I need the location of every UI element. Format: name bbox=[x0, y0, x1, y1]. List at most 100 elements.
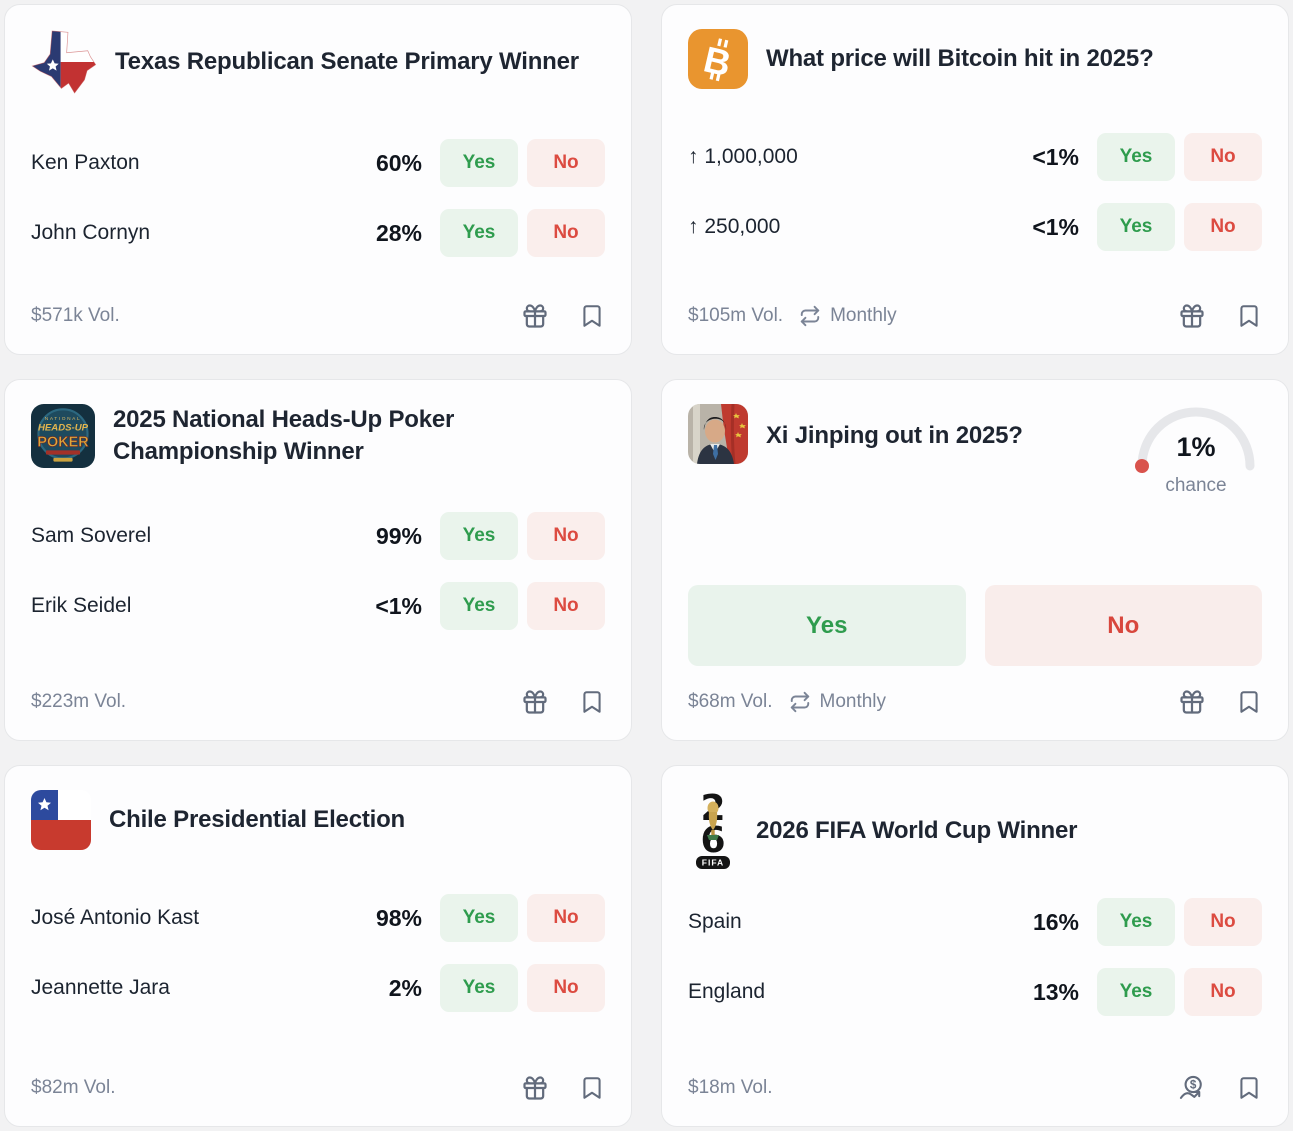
card-footer: $105m Vol. Monthly bbox=[688, 302, 1262, 330]
poker-logo-icon: NATIONAL HEADS-UP POKER bbox=[31, 404, 95, 468]
outcome-name: Erik Seidel bbox=[31, 594, 132, 617]
outcome-chance: 99% bbox=[375, 522, 422, 549]
card-header: Texas Republican Senate Primary Winner bbox=[31, 29, 605, 95]
outcome-row: Sam Soverel 99% Yes No bbox=[31, 512, 605, 560]
yes-button[interactable]: Yes bbox=[1097, 203, 1175, 251]
outcome-name: ↑ 1,000,000 bbox=[688, 145, 798, 168]
no-button[interactable]: No bbox=[527, 582, 605, 630]
outcome-name: John Cornyn bbox=[31, 221, 151, 244]
outcome-name: Jeannette Jara bbox=[31, 976, 170, 999]
frequency-badge: Monthly bbox=[789, 691, 887, 713]
earnings-button[interactable]: $ bbox=[1178, 1074, 1206, 1102]
outcome-row: ↑ 250,000 <1% Yes No bbox=[688, 203, 1262, 251]
yes-button[interactable]: Yes bbox=[440, 582, 518, 630]
outcome-row: Jeannette Jara 2% Yes No bbox=[31, 964, 605, 1012]
svg-text:HEADS-UP: HEADS-UP bbox=[38, 423, 89, 434]
bookmark-button[interactable] bbox=[1236, 689, 1262, 715]
market-card-bitcoin[interactable]: B What price will Bitcoin hit in 2025? ↑… bbox=[661, 4, 1289, 355]
no-button[interactable]: No bbox=[1184, 898, 1262, 946]
earnings-icon: $ bbox=[1179, 1075, 1202, 1099]
yes-button[interactable]: Yes bbox=[440, 964, 518, 1012]
yes-button[interactable]: Yes bbox=[1097, 898, 1175, 946]
market-card-chile[interactable]: Chile Presidential Election José Antonio… bbox=[4, 765, 632, 1127]
bookmark-button[interactable] bbox=[579, 1075, 605, 1101]
card-header: Chile Presidential Election bbox=[31, 790, 605, 850]
bookmark-button[interactable] bbox=[579, 689, 605, 715]
chile-flag-icon bbox=[31, 790, 91, 850]
yes-button[interactable]: Yes bbox=[440, 512, 518, 560]
outcome-list: Sam Soverel 99% Yes No Erik Seidel <1% Y… bbox=[31, 512, 605, 630]
market-card-xi-jinping[interactable]: Xi Jinping out in 2025? 1% chance Yes No… bbox=[661, 379, 1289, 741]
svg-text:$: $ bbox=[1190, 1079, 1197, 1092]
gift-icon bbox=[1180, 304, 1204, 328]
gift-button[interactable] bbox=[521, 688, 549, 716]
market-title: What price will Bitcoin hit in 2025? bbox=[766, 45, 1154, 73]
no-button[interactable]: No bbox=[1184, 203, 1262, 251]
chance-gauge: 1% chance bbox=[1130, 404, 1262, 497]
no-button[interactable]: No bbox=[1184, 968, 1262, 1016]
chance-value: 1% bbox=[1176, 432, 1216, 462]
outcome-chance: <1% bbox=[375, 592, 422, 619]
gift-icon bbox=[1180, 690, 1204, 714]
card-header: 2 6 FIFA 2026 FIFA World Cup Winner bbox=[688, 790, 1262, 872]
yes-button[interactable]: Yes bbox=[1097, 133, 1175, 181]
gift-button[interactable] bbox=[1178, 302, 1206, 330]
card-header: NATIONAL HEADS-UP POKER 2025 National He… bbox=[31, 404, 605, 468]
market-title: 2025 National Heads-Up Poker Championshi… bbox=[113, 406, 455, 465]
outcome-chance: 2% bbox=[388, 974, 422, 1001]
bookmark-button[interactable] bbox=[579, 303, 605, 329]
volume-label: $571k Vol. bbox=[31, 305, 120, 326]
gift-icon bbox=[523, 304, 547, 328]
outcome-row: José Antonio Kast 98% Yes No bbox=[31, 894, 605, 942]
bookmark-icon bbox=[1240, 691, 1258, 713]
card-footer: $571k Vol. bbox=[31, 302, 605, 330]
outcome-chance: <1% bbox=[1032, 213, 1079, 240]
frequency-badge: Monthly bbox=[799, 305, 897, 327]
chance-label: chance bbox=[1165, 475, 1227, 496]
bookmark-button[interactable] bbox=[1236, 1075, 1262, 1101]
svg-text:FIFA: FIFA bbox=[702, 858, 724, 868]
bitcoin-icon: B bbox=[688, 29, 748, 89]
outcome-name: José Antonio Kast bbox=[31, 906, 200, 929]
yes-button[interactable]: Yes bbox=[440, 139, 518, 187]
no-button[interactable]: No bbox=[984, 585, 1262, 666]
outcome-name: Sam Soverel bbox=[31, 524, 152, 547]
gift-button[interactable] bbox=[1178, 688, 1206, 716]
xi-jinping-avatar bbox=[688, 404, 748, 464]
no-button[interactable]: No bbox=[527, 139, 605, 187]
no-button[interactable]: No bbox=[527, 894, 605, 942]
no-button[interactable]: No bbox=[527, 209, 605, 257]
yes-button[interactable]: Yes bbox=[440, 209, 518, 257]
bookmark-button[interactable] bbox=[1236, 303, 1262, 329]
gift-button[interactable] bbox=[521, 1074, 549, 1102]
market-card-poker[interactable]: NATIONAL HEADS-UP POKER 2025 National He… bbox=[4, 379, 632, 741]
yes-button[interactable]: Yes bbox=[1097, 968, 1175, 1016]
volume-label: $223m Vol. bbox=[31, 691, 127, 712]
no-button[interactable]: No bbox=[1184, 133, 1262, 181]
frequency-label: Monthly bbox=[819, 691, 887, 712]
outcome-row: England 13% Yes No bbox=[688, 968, 1262, 1016]
bookmark-icon bbox=[1240, 305, 1258, 327]
outcome-list: ↑ 1,000,000 <1% Yes No ↑ 250,000 <1% Yes… bbox=[688, 133, 1262, 251]
svg-text:POKER: POKER bbox=[37, 435, 89, 451]
outcome-row: ↑ 1,000,000 <1% Yes No bbox=[688, 133, 1262, 181]
outcome-chance: <1% bbox=[1032, 143, 1079, 170]
market-title: 2026 FIFA World Cup Winner bbox=[756, 817, 1078, 845]
gift-icon bbox=[523, 1076, 547, 1100]
yes-button[interactable]: Yes bbox=[688, 585, 966, 666]
volume-label: $82m Vol. bbox=[31, 1077, 116, 1098]
no-button[interactable]: No bbox=[527, 512, 605, 560]
no-button[interactable]: No bbox=[527, 964, 605, 1012]
card-header: B What price will Bitcoin hit in 2025? bbox=[688, 29, 1262, 89]
outcome-name: Spain bbox=[688, 910, 742, 933]
volume-label: $105m Vol. bbox=[688, 305, 784, 326]
card-footer: $18m Vol. $ bbox=[688, 1074, 1262, 1102]
outcome-row: Spain 16% Yes No bbox=[688, 898, 1262, 946]
volume-label: $68m Vol. bbox=[688, 691, 773, 712]
outcome-chance: 16% bbox=[1032, 908, 1079, 935]
yes-button[interactable]: Yes bbox=[440, 894, 518, 942]
market-card-fifa[interactable]: 2 6 FIFA 2026 FIFA World Cup Winner Spai… bbox=[661, 765, 1289, 1127]
gift-button[interactable] bbox=[521, 302, 549, 330]
gift-icon bbox=[523, 690, 547, 714]
market-card-texas[interactable]: Texas Republican Senate Primary Winner K… bbox=[4, 4, 632, 355]
